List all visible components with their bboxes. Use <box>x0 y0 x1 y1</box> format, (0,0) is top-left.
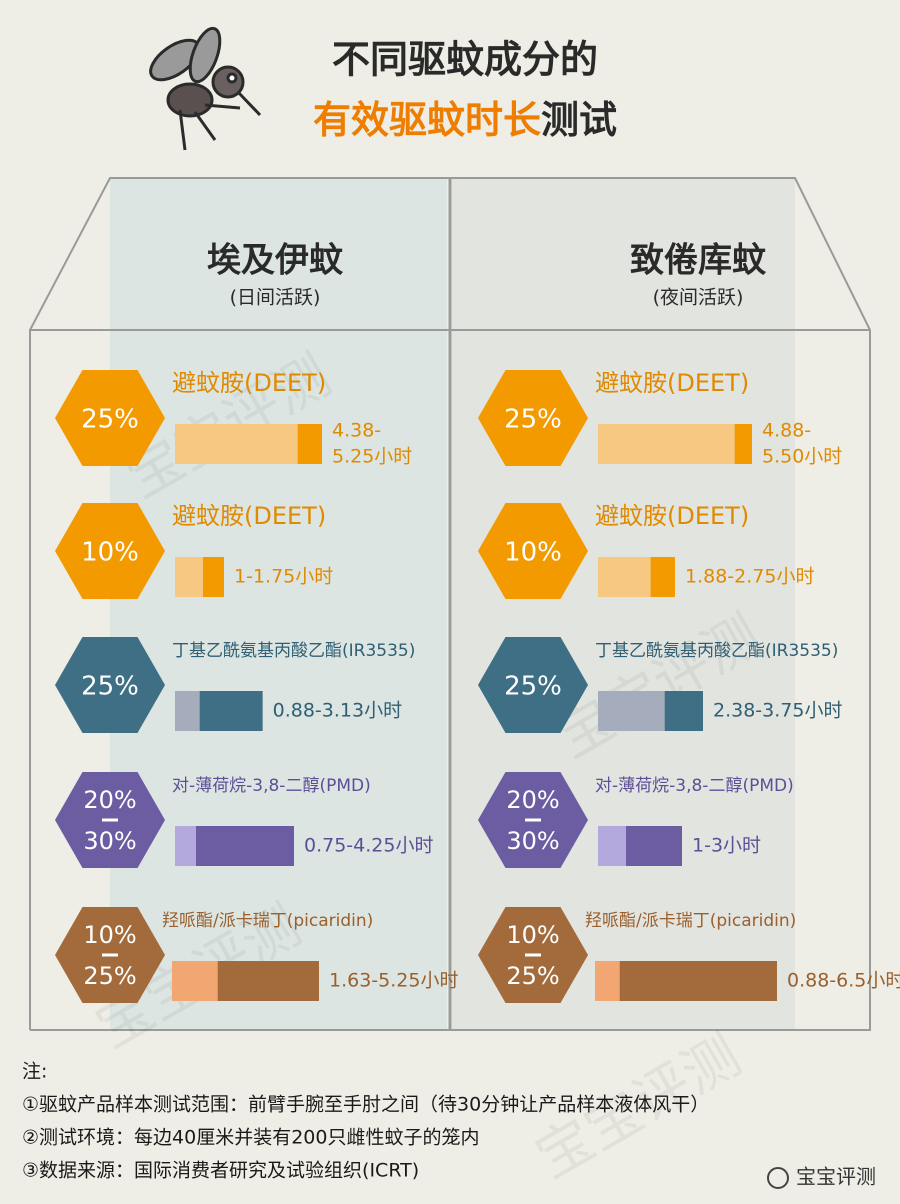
range-label: 1-3小时 <box>692 835 761 857</box>
note: ②测试环境：每边40厘米并装有200只雌性蚊子的笼内 <box>22 1127 479 1149</box>
column-subtitle: (日间活跃) <box>230 287 321 309</box>
ingredient-name: 避蚊胺(DEET) <box>595 502 749 530</box>
range-label: 5.50小时 <box>762 446 842 468</box>
range-label: 4.38- <box>332 420 381 442</box>
bar-range <box>664 691 703 731</box>
left-panel <box>110 178 447 1030</box>
title-line-2: 有效驱蚊时长测试 <box>313 98 617 142</box>
bar-range <box>619 961 777 1001</box>
bar-min <box>595 961 620 1001</box>
ingredient-name: 丁基乙酰氨基丙酸乙酯(IR3535) <box>172 641 415 661</box>
footer-brand-group: 宝宝评测 <box>767 1165 876 1189</box>
bar-range <box>203 557 224 597</box>
range-label: 0.88-3.13小时 <box>273 700 402 722</box>
bar-range <box>650 557 675 597</box>
title-line-1: 不同驱蚊成分的 <box>332 38 598 82</box>
ingredient-name: 避蚊胺(DEET) <box>172 369 326 397</box>
range-label: 4.88- <box>762 420 811 442</box>
range-label: 5.25小时 <box>332 446 412 468</box>
range-label: 1.88-2.75小时 <box>685 566 814 588</box>
bar-min <box>598 826 626 866</box>
ingredient-name: 对-薄荷烷-3,8-二醇(PMD) <box>595 776 794 796</box>
percent-label: 20% <box>506 786 559 814</box>
bar-min <box>172 961 218 1001</box>
percent-label: 10% <box>83 921 136 949</box>
weibo-icon <box>767 1167 789 1189</box>
ingredient-name: 对-薄荷烷-3,8-二醇(PMD) <box>172 776 371 796</box>
notes: 注: ①驱蚊产品样本测试范围：前臂手腕至手肘之间（待30分钟让产品样本液体风干） ②… <box>22 1061 709 1182</box>
percent-label: 25% <box>81 405 139 435</box>
bar-range <box>196 826 294 866</box>
note: ③数据来源：国际消费者研究及试验组织(ICRT) <box>22 1160 419 1182</box>
right-panel <box>452 178 795 1030</box>
bar-range <box>297 424 322 464</box>
columns: 埃及伊蚊 (日间活跃) 25% 避蚊胺(DEET) 4.38- 5.25小时 10% 避蚊胺(… <box>55 241 900 1003</box>
hexagon <box>55 370 165 466</box>
percent-label: 25% <box>506 962 559 990</box>
hexagon <box>55 637 165 733</box>
percent-label: 30% <box>506 827 559 855</box>
notes-heading: 注: <box>22 1061 47 1083</box>
column-title: 埃及伊蚊 <box>207 241 344 281</box>
hexagon <box>478 503 588 599</box>
bar-min <box>175 826 196 866</box>
ingredient-name: 羟哌酯/派卡瑞丁(picaridin) <box>585 911 796 931</box>
title-rest: 测试 <box>541 98 617 142</box>
mosquito-icon <box>149 26 262 151</box>
column-title: 致倦库蚊 <box>630 241 767 281</box>
range-label: 1.63-5.25小时 <box>329 970 458 992</box>
ingredient-name: 避蚊胺(DEET) <box>172 502 326 530</box>
ingredient-name: 避蚊胺(DEET) <box>595 369 749 397</box>
percent-label: 25% <box>504 405 562 435</box>
note: ①驱蚊产品样本测试范围：前臂手腕至手肘之间（待30分钟让产品样本液体风干） <box>22 1094 709 1116</box>
ingredient-name: 丁基乙酰氨基丙酸乙酯(IR3535) <box>595 641 838 661</box>
bar-min <box>175 424 298 464</box>
bar-min <box>175 557 203 597</box>
percent-label: 10% <box>504 538 562 568</box>
percent-label: 25% <box>81 672 139 702</box>
bar-min <box>598 424 735 464</box>
range-label: 2.38-3.75小时 <box>713 700 842 722</box>
ingredient-name: 羟哌酯/派卡瑞丁(picaridin) <box>162 911 373 931</box>
percent-label: 25% <box>504 672 562 702</box>
percent-label: 10% <box>506 921 559 949</box>
bar-range <box>199 691 263 731</box>
title-highlight: 有效驱蚊时长 <box>313 98 541 142</box>
bar-min <box>598 691 665 731</box>
column-subtitle: (夜间活跃) <box>653 287 744 309</box>
range-label: 0.75-4.25小时 <box>304 835 433 857</box>
bar-range <box>734 424 752 464</box>
range-label: 0.88-6.5小时 <box>787 970 900 992</box>
percent-label: 25% <box>83 962 136 990</box>
bar-range <box>626 826 682 866</box>
footer-brand: 宝宝评测 <box>796 1165 876 1189</box>
range-label: 1-1.75小时 <box>234 566 333 588</box>
bar-min <box>175 691 200 731</box>
percent-label: 30% <box>83 827 136 855</box>
hexagon <box>478 637 588 733</box>
hexagon <box>478 370 588 466</box>
percent-label: 20% <box>83 786 136 814</box>
bar-range <box>217 961 319 1001</box>
bar-min <box>598 557 651 597</box>
percent-label: 10% <box>81 538 139 568</box>
hexagon <box>55 503 165 599</box>
